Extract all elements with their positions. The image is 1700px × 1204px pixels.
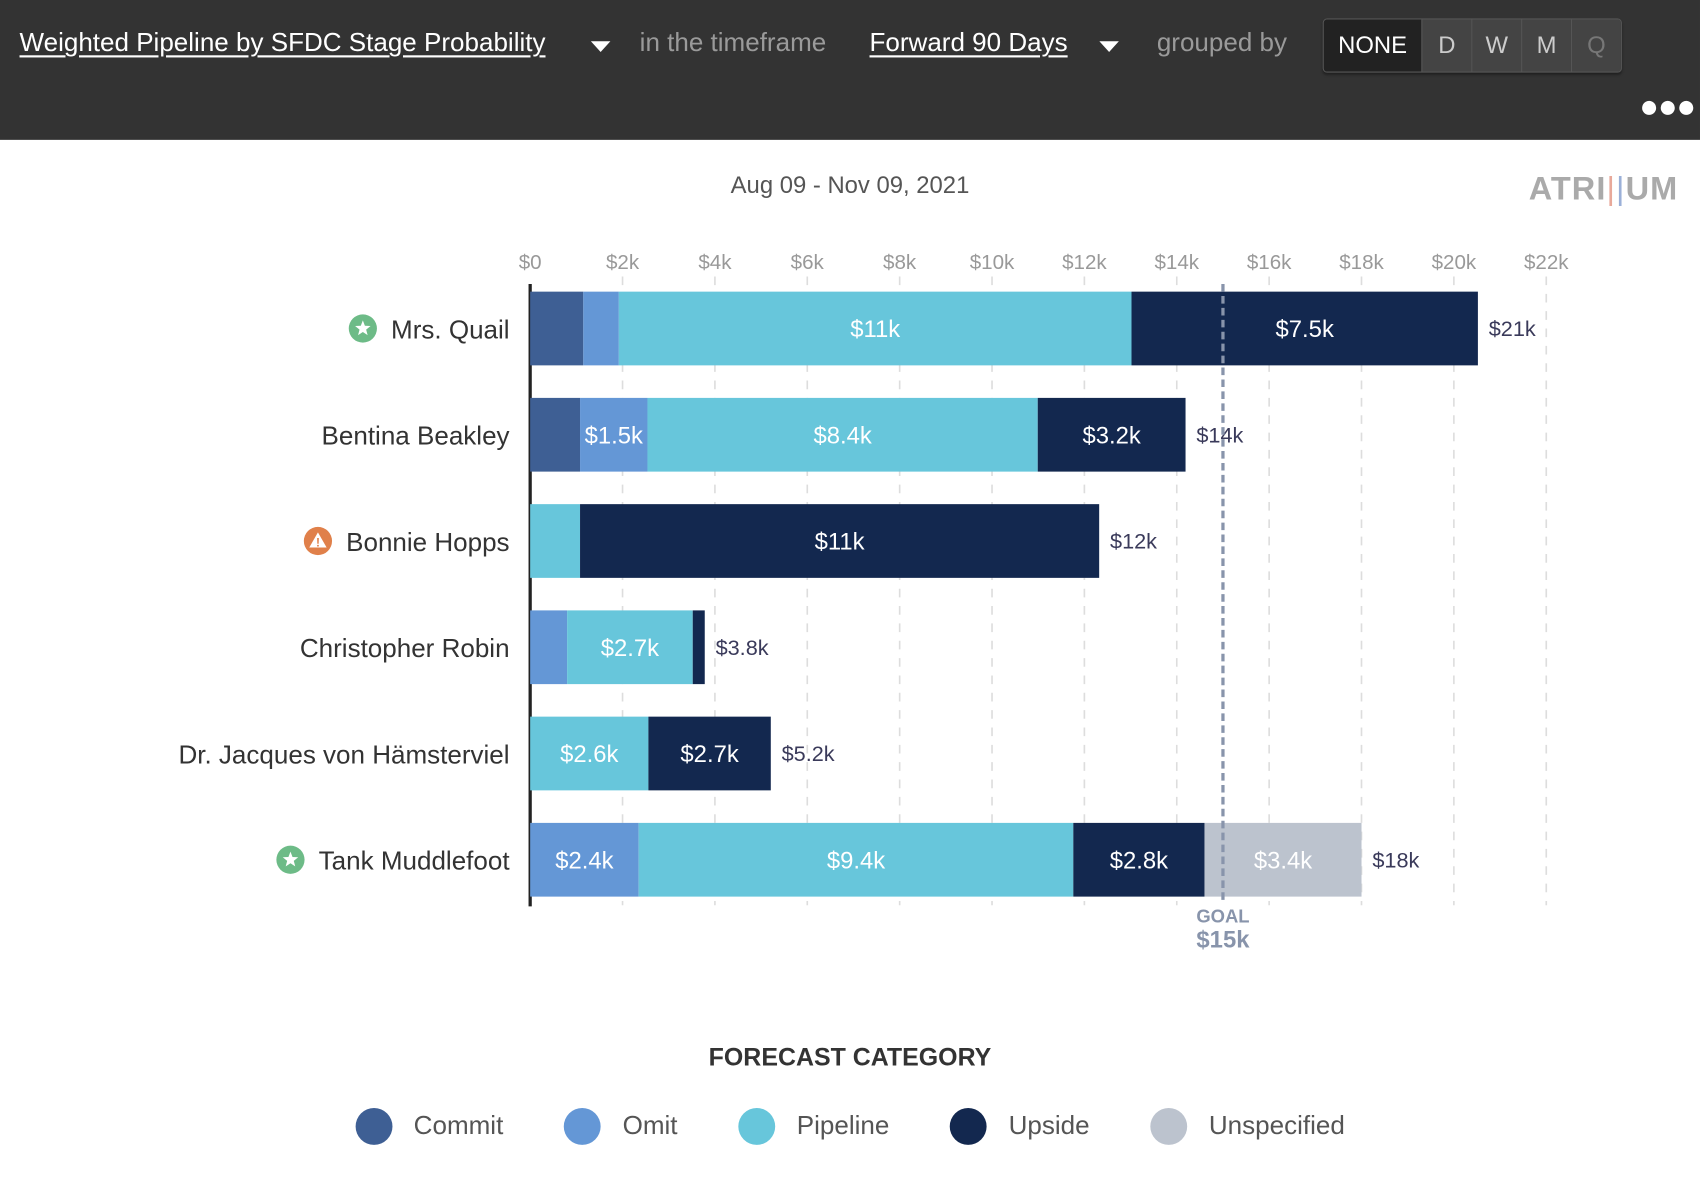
bar-segment-label: $1.5k <box>585 422 643 449</box>
warning-icon-mark: ! <box>316 535 320 549</box>
star-icon-glyph <box>355 320 371 336</box>
bar-segment-pipeline <box>567 610 693 685</box>
legend-swatch <box>950 1108 987 1145</box>
bar-segment-label: $2.7k <box>680 741 738 768</box>
x-tick-label: $6k <box>791 251 825 274</box>
bar-segment-label: $11k <box>850 316 900 343</box>
category-label: Mrs. Quail <box>391 314 510 344</box>
bar-segment-omit <box>530 822 639 897</box>
group-week-button[interactable]: W <box>1471 19 1522 72</box>
x-tick-label: $20k <box>1432 251 1477 274</box>
x-tick-label: $2k <box>606 251 640 274</box>
pipeline-bar-chart: $0 $2k $4k $6k $8k $10k $12k $14k $16k $18k $20k $2… <box>178 251 1569 954</box>
bar-segment-label: $2.4k <box>555 847 613 874</box>
chevron-down-icon[interactable] <box>590 41 611 53</box>
header-toolbar: Weighted Pipeline by SFDC Stage Probabil… <box>0 0 1700 140</box>
legend-label: Omit <box>622 1111 678 1141</box>
bar-segment-upside <box>580 504 1100 578</box>
bar-segment-label: $7.5k <box>1276 316 1334 343</box>
bar-segment-pipeline <box>530 716 649 791</box>
chevron-down-icon[interactable] <box>1099 41 1119 53</box>
legend-swatch <box>355 1108 392 1145</box>
bar-segment-label: $8.4k <box>813 422 871 449</box>
bar-segment-omit <box>583 291 619 366</box>
goal-label: GOAL <box>1196 906 1249 927</box>
legend-swatch <box>738 1108 776 1145</box>
x-tick-label: $22k <box>1524 251 1569 274</box>
bar-segment-label: $9.4k <box>827 847 885 874</box>
bar-segment-label: $2.6k <box>560 741 618 768</box>
bar-segment-upside <box>1131 291 1478 366</box>
category-label: Tank Muddlefoot <box>319 846 511 876</box>
bar-segment-label: $3.4k <box>1254 847 1312 874</box>
legend-label: Pipeline <box>796 1111 890 1141</box>
category-label: Dr. Jacques von Hämsterviel <box>178 739 509 769</box>
bar-segment-commit <box>530 291 584 366</box>
atrium-logo: ATRI||UM <box>1528 171 1679 208</box>
legend-swatch <box>1150 1108 1188 1145</box>
bar-segment-label: $11k <box>815 529 865 556</box>
timeframe-dropdown[interactable]: Forward 90 Days <box>869 28 1068 58</box>
legend-item-commit[interactable]: Commit <box>355 1108 503 1145</box>
bar-segment-commit <box>530 397 581 472</box>
bar-segment-unspecified <box>1204 822 1362 897</box>
bar-total-label: $5.2k <box>782 741 835 766</box>
bar-segment-upside <box>1073 822 1205 897</box>
bar-segment-pipeline <box>647 397 1038 472</box>
legend-item-omit[interactable]: Omit <box>564 1108 678 1145</box>
bar-total-label: $14k <box>1196 422 1243 447</box>
legend-label: Upside <box>1008 1111 1090 1141</box>
bar-total-label: $12k <box>1110 529 1157 554</box>
star-icon-glyph <box>282 851 299 867</box>
bar-segment-omit <box>580 397 648 472</box>
legend-item-upside[interactable]: Upside <box>950 1108 1090 1145</box>
group-quarter-button[interactable]: Q <box>1570 19 1621 72</box>
legend: Commit Omit Pipeline Upside Unspecified <box>0 1108 1700 1145</box>
bar-total-label: $18k <box>1372 847 1419 872</box>
bar-segment-label: $2.7k <box>601 635 659 662</box>
x-tick-label: $10k <box>970 251 1015 274</box>
timeframe-prefix: in the timeframe <box>639 28 827 58</box>
bar-segment-upside <box>692 610 705 685</box>
group-month-button[interactable]: M <box>1521 19 1571 72</box>
warning-icon-glyph <box>309 532 327 548</box>
grouping-segmented-control: NONE D W M Q <box>1322 18 1622 73</box>
legend-label: Commit <box>413 1111 504 1141</box>
group-day-button[interactable]: D <box>1421 19 1472 72</box>
grouped-prefix: grouped by <box>1156 28 1288 58</box>
date-range: Aug 09 - Nov 09, 2021 <box>730 171 970 199</box>
x-tick-label: $4k <box>698 251 732 274</box>
x-tick-label: $18k <box>1339 251 1384 274</box>
bar-segment-label: $3.2k <box>1082 422 1140 449</box>
bar-segment-label: $2.8k <box>1110 847 1168 874</box>
x-tick-label: $0 <box>519 251 542 274</box>
bar-segment-pipeline <box>530 504 581 578</box>
x-tick-label: $8k <box>883 251 917 274</box>
category-label: Bonnie Hopps <box>346 527 509 557</box>
x-tick-label: $14k <box>1154 251 1199 274</box>
metric-dropdown[interactable]: Weighted Pipeline by SFDC Stage Probabil… <box>19 28 546 58</box>
bar-segment-pipeline <box>638 822 1074 897</box>
x-tick-label: $12k <box>1062 251 1107 274</box>
legend-label: Unspecified <box>1208 1111 1345 1141</box>
bar-segment-upside <box>648 716 771 791</box>
bar-total-label: $3.8k <box>716 635 769 660</box>
bar-segment-omit <box>530 610 568 685</box>
more-horizontal-icon[interactable]: ●●● <box>1639 88 1696 125</box>
bar-segment-pipeline <box>618 291 1132 366</box>
x-tick-label: $16k <box>1247 251 1292 274</box>
legend-item-pipeline[interactable]: Pipeline <box>738 1108 889 1145</box>
bar-segment-upside <box>1037 397 1186 472</box>
legend-title: FORECAST CATEGORY <box>708 1042 992 1072</box>
goal-value: $15k <box>1196 927 1250 954</box>
category-label: Christopher Robin <box>300 633 510 663</box>
group-none-button[interactable]: NONE <box>1323 19 1422 72</box>
category-label: Bentina Beakley <box>322 421 510 451</box>
legend-swatch <box>564 1108 601 1145</box>
legend-item-unspecified[interactable]: Unspecified <box>1150 1108 1345 1145</box>
bar-total-label: $21k <box>1489 316 1536 341</box>
